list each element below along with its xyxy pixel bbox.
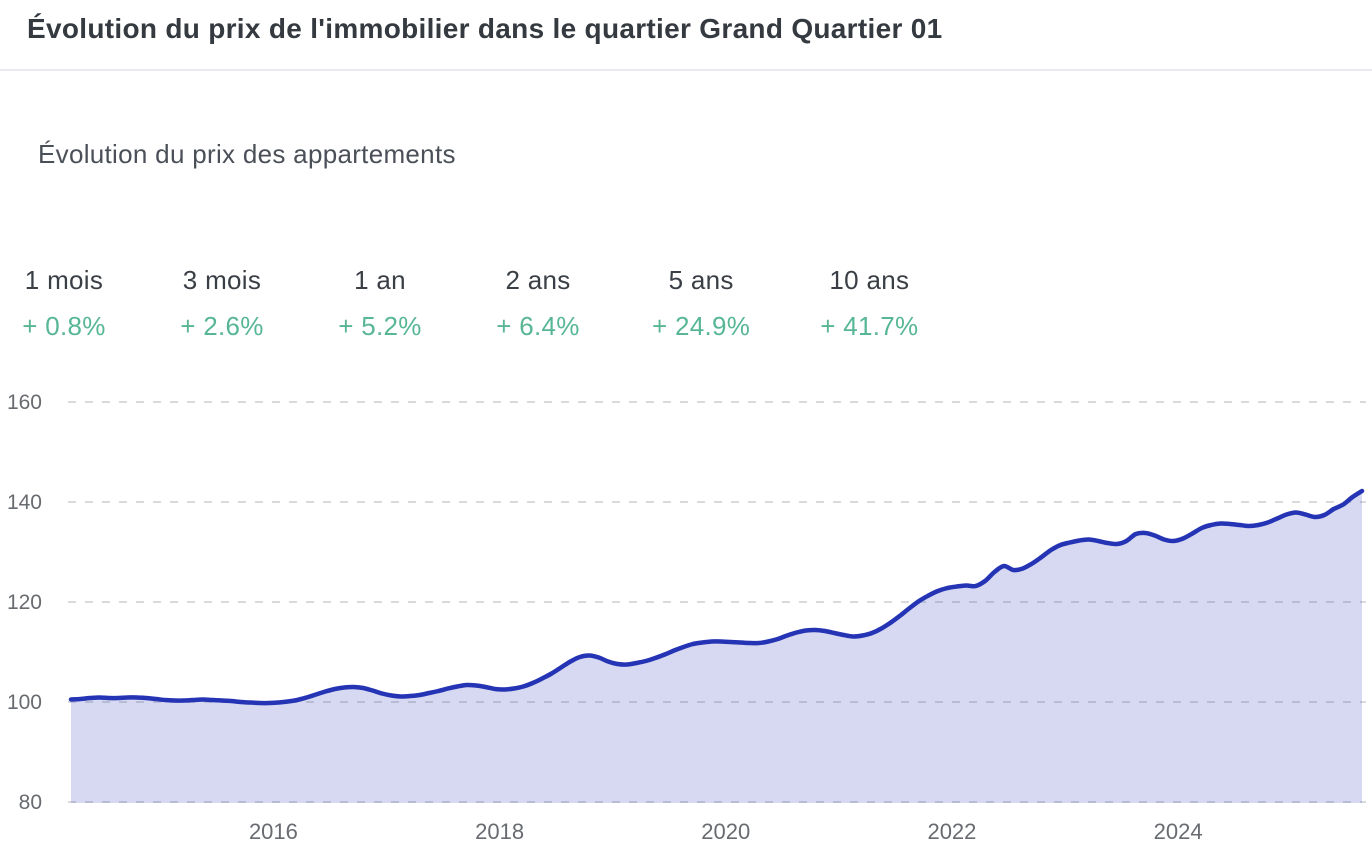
stat-change-value: + 5.2% [338,311,422,341]
x-axis-label: 2024 [1154,819,1203,844]
stat-period-label: 5 ans [668,265,734,295]
x-axis-label: 2022 [927,819,976,844]
price-line [68,488,1365,706]
y-axis-label: 80 [19,791,42,814]
stat-change-value: + 41.7% [820,311,919,341]
chart-subtitle: Évolution du prix des appartements [38,139,456,169]
y-axis-label: 160 [7,391,42,414]
y-axis-label: 100 [7,691,42,714]
x-axis-label: 2018 [475,819,524,844]
title-divider [0,69,1372,71]
stat-period-label: 3 mois [182,265,262,295]
stat-period-label: 1 mois [24,265,104,295]
x-axis-label: 2020 [701,819,750,844]
stat-item-5-ans: 5 ans + 24.9% [652,265,750,342]
stat-change-value: + 2.6% [180,311,264,341]
x-axis-labels: 2016 2018 2020 2022 2024 [249,819,1203,844]
stat-item-10-ans: 10 ans + 41.7% [820,265,918,342]
stats-row: 1 mois + 0.8% 3 mois + 2.6% 1 an + 5.2% … [20,265,918,342]
stat-change-value: + 6.4% [496,311,580,341]
stat-period-label: 10 ans [829,265,910,295]
stat-item-2-ans: 2 ans + 6.4% [494,265,582,342]
y-axis-label: 140 [7,491,42,514]
stat-period-label: 2 ans [505,265,571,295]
price-evolution-chart[interactable]: 80 100 120 140 160 2016 2018 2020 2022 2024 [0,380,1372,864]
y-axis-label: 120 [7,591,42,614]
x-axis-label: 2016 [249,819,298,844]
stat-item-1-mois: 1 mois + 0.8% [20,265,108,342]
stat-change-value: + 24.9% [652,311,751,341]
y-axis-labels: 80 100 120 140 160 [7,391,42,814]
stat-change-value: + 0.8% [22,311,106,341]
stat-period-label: 1 an [354,265,406,295]
area-fill [71,491,1362,803]
gridlines [68,401,1366,803]
stat-item-3-mois: 3 mois + 2.6% [178,265,266,342]
stat-item-1-an: 1 an + 5.2% [336,265,424,342]
page-title: Évolution du prix de l'immobilier dans l… [27,13,943,44]
